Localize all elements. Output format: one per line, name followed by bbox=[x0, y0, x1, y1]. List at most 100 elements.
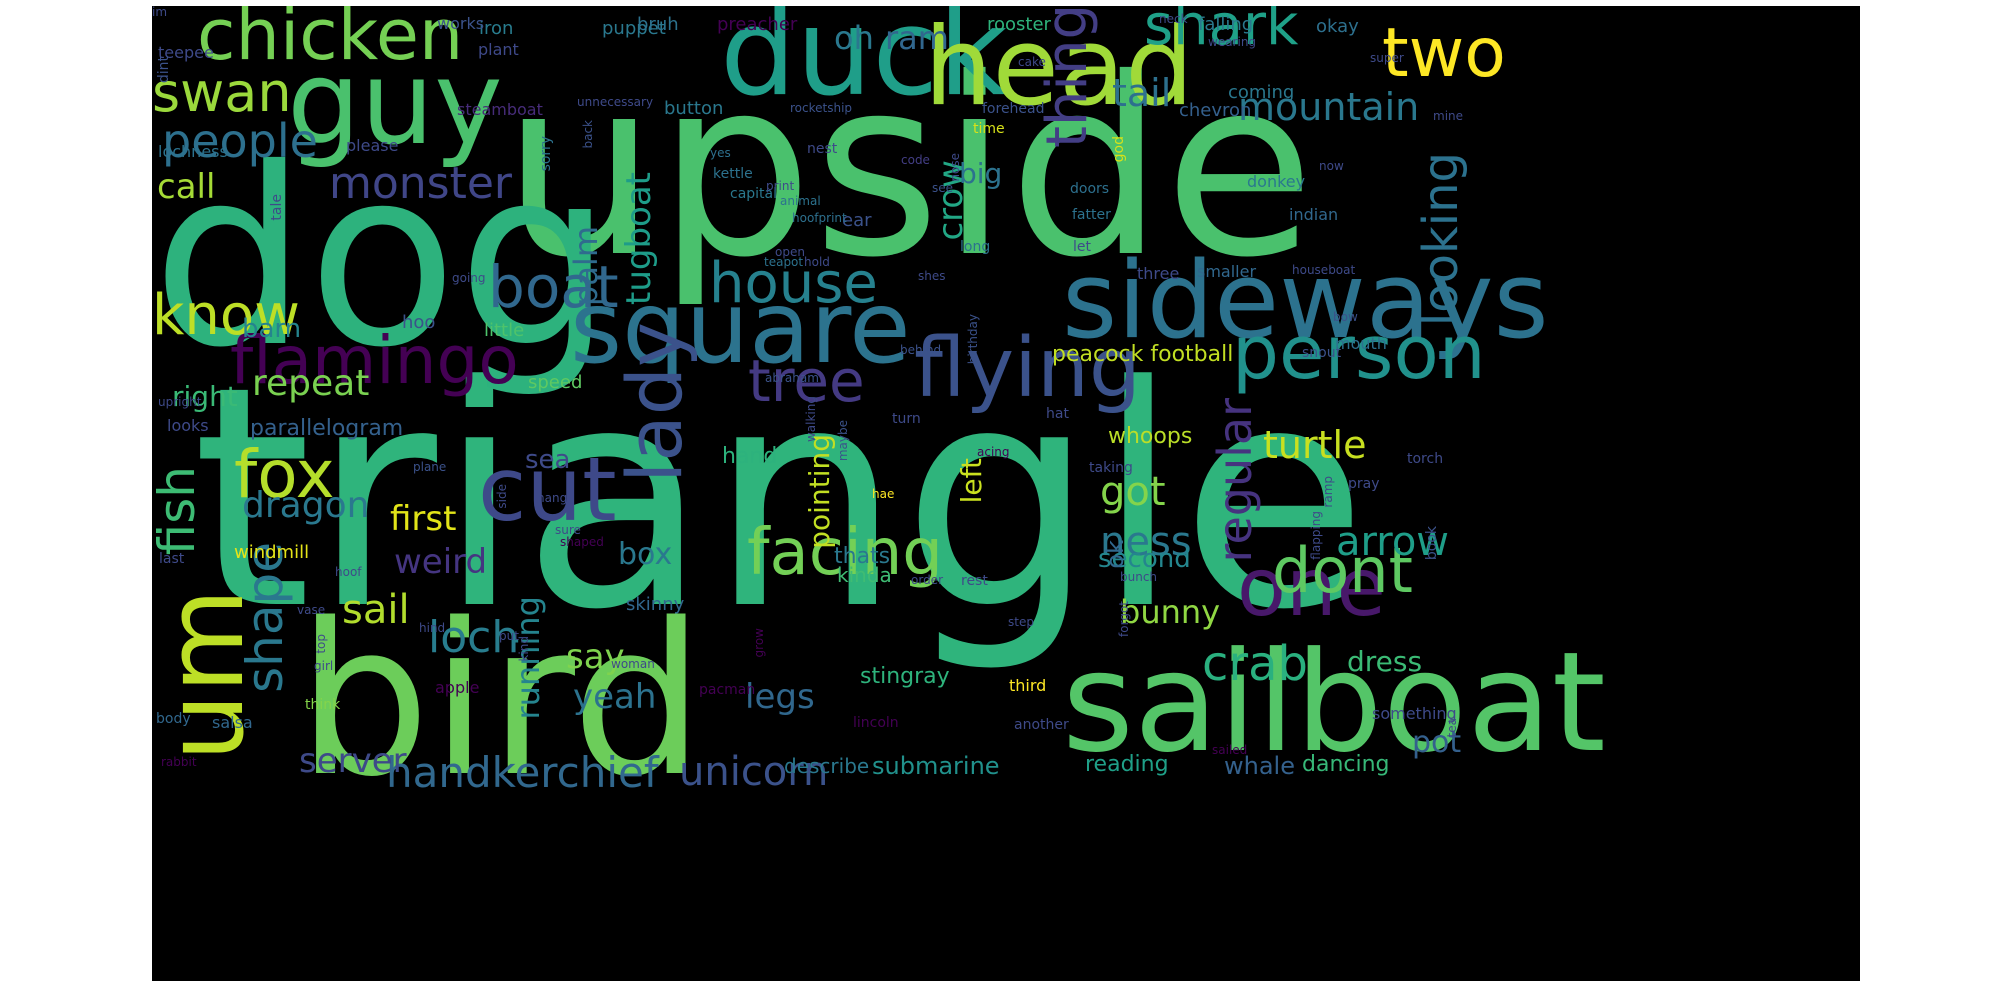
cloud-word: left bbox=[955, 458, 988, 504]
cloud-word: bow bbox=[1333, 310, 1358, 324]
cloud-word: step bbox=[1008, 615, 1034, 629]
cloud-word: rocketship bbox=[790, 101, 853, 115]
cloud-word: repeat bbox=[252, 363, 370, 404]
cloud-word: handkerchief bbox=[386, 748, 659, 797]
cloud-word: square bbox=[570, 269, 911, 386]
cloud-word: server bbox=[299, 741, 407, 781]
cloud-word: plane bbox=[413, 460, 447, 474]
cloud-word: something bbox=[1372, 704, 1457, 723]
cloud-word: behind bbox=[900, 343, 942, 357]
cloud-word: turn bbox=[892, 411, 921, 427]
cloud-word: skinny bbox=[626, 594, 685, 615]
cloud-word: think bbox=[305, 697, 341, 713]
cloud-word: animal bbox=[780, 194, 821, 208]
cloud-word: crab bbox=[1202, 636, 1309, 692]
cloud-word: teepee bbox=[158, 43, 214, 62]
cloud-word: ok bbox=[1101, 540, 1129, 569]
cloud-word: dragon bbox=[242, 485, 370, 526]
cloud-word: house bbox=[709, 251, 878, 316]
cloud-word: three bbox=[1137, 264, 1180, 283]
cloud-word: teapot bbox=[764, 255, 804, 269]
cloud-word: know bbox=[152, 283, 300, 348]
cloud-word: barn bbox=[242, 314, 302, 344]
cloud-word: coming bbox=[1228, 82, 1295, 103]
cloud-word: dont bbox=[1272, 534, 1413, 607]
cloud-word: indian bbox=[1289, 205, 1339, 224]
cloud-word: fox bbox=[234, 436, 335, 513]
cloud-word: grow bbox=[752, 628, 766, 658]
cloud-word: taking bbox=[1089, 460, 1133, 476]
cloud-word: vase bbox=[297, 603, 326, 617]
cloud-word: sailed bbox=[1212, 743, 1248, 757]
cloud-word: top bbox=[314, 634, 328, 654]
cloud-word: forehead bbox=[982, 101, 1045, 117]
cloud-word: maybe bbox=[836, 420, 850, 462]
cloud-word: smaller bbox=[1197, 262, 1257, 281]
cloud-word: hoo bbox=[402, 312, 436, 333]
cloud-word: lochness bbox=[158, 142, 228, 161]
cloud-word: side bbox=[495, 484, 509, 509]
cloud-word: houseboat bbox=[1292, 263, 1356, 277]
cloud-word: kettle bbox=[713, 166, 753, 182]
cloud-word: unicorn bbox=[679, 749, 829, 795]
cloud-word: going bbox=[452, 271, 486, 285]
cloud-word: steamboat bbox=[457, 100, 543, 119]
cloud-word: boat bbox=[488, 253, 619, 321]
cloud-word: apple bbox=[435, 678, 480, 697]
cloud-word: flying bbox=[914, 321, 1141, 416]
cloud-word: bunny bbox=[1120, 593, 1221, 631]
cloud-word: time bbox=[973, 121, 1005, 137]
cloud-word: preacher bbox=[717, 14, 798, 35]
cloud-word: hae bbox=[872, 487, 895, 501]
cloud-word: submarine bbox=[872, 752, 1000, 780]
cloud-word: shark bbox=[1144, 6, 1299, 58]
cloud-word: pacman bbox=[699, 682, 756, 698]
cloud-word: tale bbox=[269, 194, 285, 221]
cloud-word: falling bbox=[1198, 14, 1254, 35]
cloud-word: im bbox=[152, 6, 168, 19]
cloud-word: regular bbox=[1208, 398, 1262, 563]
cloud-word: swan bbox=[152, 61, 292, 124]
cloud-word: rabbit bbox=[161, 755, 197, 769]
cloud-word: rooster bbox=[987, 14, 1051, 35]
cloud-word: sorry bbox=[538, 136, 554, 172]
cloud-word: hang bbox=[537, 491, 568, 505]
cloud-word: print bbox=[766, 179, 795, 193]
cloud-word: ramp bbox=[1321, 476, 1335, 508]
cloud-word: mouth bbox=[1335, 334, 1387, 353]
cloud-word: looking bbox=[1413, 152, 1469, 327]
cloud-word: woman bbox=[611, 657, 655, 671]
cloud-word: lincoln bbox=[853, 715, 899, 731]
cloud-word: facing bbox=[747, 516, 943, 590]
cloud-word: pray bbox=[1348, 476, 1380, 492]
cloud-word: yeah bbox=[573, 677, 657, 717]
cloud-word: duck bbox=[720, 6, 1008, 123]
cloud-word: donkey bbox=[1247, 172, 1306, 191]
cloud-word: cake bbox=[1018, 55, 1046, 69]
cloud-word: long bbox=[960, 239, 991, 255]
cloud-word: ear bbox=[842, 210, 872, 231]
cloud-word: let bbox=[1073, 239, 1091, 255]
cloud-word: right bbox=[172, 380, 238, 413]
cloud-word: book bbox=[1424, 526, 1440, 561]
cloud-word: dog bbox=[152, 116, 613, 401]
cloud-word: palm bbox=[567, 226, 605, 306]
cloud-word: mine bbox=[1433, 109, 1464, 123]
cloud-word: works bbox=[437, 14, 485, 33]
cloud-word: hoofprint bbox=[792, 211, 847, 225]
cloud-word: triangle bbox=[192, 321, 1368, 676]
cloud-word: kinda bbox=[837, 563, 892, 587]
cloud-word: oh bbox=[834, 19, 874, 57]
cloud-word: chicken bbox=[197, 6, 464, 76]
cloud-word: last bbox=[159, 551, 185, 567]
cloud-word: monster bbox=[329, 158, 513, 209]
cloud-word: ness bbox=[1100, 519, 1192, 565]
cloud-word: one bbox=[1237, 541, 1386, 634]
cloud-word: abraham bbox=[765, 371, 819, 385]
cloud-word: yes bbox=[710, 146, 731, 160]
cloud-word: salsa bbox=[212, 713, 253, 732]
cloud-word: god bbox=[1111, 136, 1127, 163]
cloud-word: snout bbox=[1302, 345, 1342, 361]
cloud-word: hind bbox=[419, 621, 446, 635]
cloud-word: third bbox=[1009, 676, 1047, 695]
